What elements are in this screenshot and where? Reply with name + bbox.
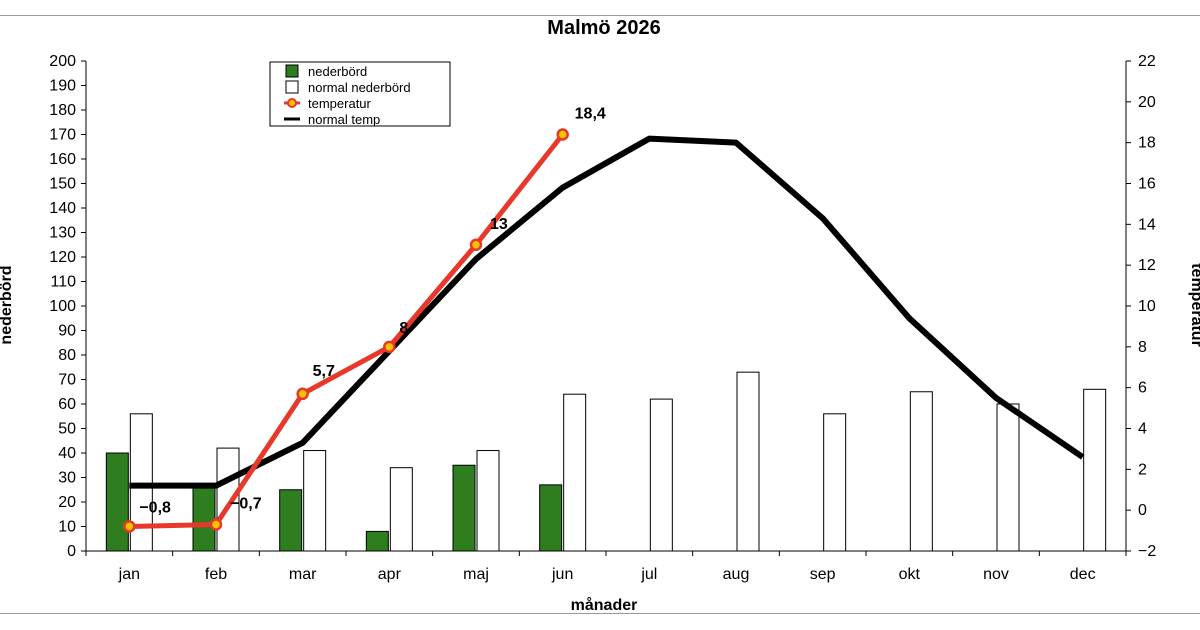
left-tick-label-110: 110	[50, 274, 76, 291]
right-tick-label-18: 18	[1138, 135, 1156, 152]
x-tick-label-nov: nov	[983, 566, 1009, 583]
left-tick-label-180: 180	[49, 102, 76, 119]
left-tick-label-90: 90	[58, 323, 76, 340]
left-tick-label-10: 10	[58, 519, 76, 536]
bar-normal-nederbord-aug	[736, 371, 760, 552]
right-tick-label-0: 0	[1138, 502, 1147, 519]
bar-normal-nederbord-sep	[823, 413, 847, 552]
left-tick-label-160: 160	[49, 151, 76, 168]
left-tick-label-40: 40	[58, 445, 76, 462]
right-tick-label-20: 20	[1138, 94, 1156, 111]
legend-label-0: nederbörd	[308, 64, 367, 79]
point-temperatur-apr	[383, 340, 396, 354]
line-normal-temp	[129, 135, 1085, 489]
left-y-axis-label: nederbörd	[0, 265, 15, 344]
bar-normal-nederbord-nov	[996, 403, 1020, 552]
left-tick-label-20: 20	[58, 494, 76, 511]
data-label-temperatur-apr: 8	[399, 320, 408, 337]
data-labels-layer: −0,8 −0,7 5,7 8 13 18,4	[139, 106, 606, 517]
bar-nederbord-jun	[539, 484, 563, 552]
right-tick-label-22: 22	[1138, 53, 1156, 70]
x-tick-label-jan: jan	[118, 566, 140, 583]
left-tick-label-130: 130	[49, 225, 76, 242]
left-tick-label-60: 60	[58, 396, 76, 413]
x-tick-label-aug: aug	[723, 566, 750, 583]
left-tick-label-30: 30	[58, 470, 76, 487]
x-axis-label: månader	[571, 596, 638, 614]
point-temperatur-jun	[556, 128, 569, 141]
bars-layer	[105, 371, 1107, 552]
left-tick-label-70: 70	[58, 372, 76, 389]
bar-normal-nederbord-apr	[389, 467, 413, 552]
tick-labels-layer: 0102030405060708090100110120130140150160…	[49, 53, 1156, 583]
left-tick-label-50: 50	[58, 421, 76, 438]
left-tick-label-170: 170	[49, 127, 76, 144]
point-temperatur-maj	[469, 238, 483, 251]
right-tick-label-16: 16	[1138, 176, 1156, 193]
right-tick-label--2: −2	[1138, 543, 1156, 560]
right-y-axis-label: temperatur	[1188, 263, 1200, 347]
line-temperatur	[129, 132, 565, 529]
bar-normal-nederbord-okt	[909, 391, 933, 552]
legend-swatch-normal-nederbord	[285, 80, 299, 94]
legend-marker-temperatur	[287, 98, 297, 108]
right-tick-label-4: 4	[1138, 421, 1147, 438]
point-temperatur-mar	[296, 387, 309, 401]
bottom-frame-line	[0, 613, 1200, 614]
lines-layer	[123, 128, 1085, 533]
bar-normal-nederbord-jul	[649, 398, 673, 552]
x-tick-label-jun: jun	[551, 566, 573, 583]
right-tick-label-6: 6	[1138, 380, 1147, 397]
left-tick-label-190: 190	[49, 78, 76, 95]
right-tick-label-10: 10	[1138, 298, 1156, 315]
legend-label-2: temperatur	[308, 96, 372, 111]
right-tick-label-8: 8	[1138, 339, 1147, 356]
x-tick-label-sep: sep	[810, 566, 836, 583]
legend-box	[269, 61, 451, 127]
data-label-temperatur-maj: 13	[490, 216, 508, 233]
bar-nederbord-mar	[279, 489, 303, 552]
legend-swatch-nederbord	[285, 64, 299, 78]
right-tick-label-14: 14	[1138, 216, 1156, 233]
bar-normal-nederbord-mar	[303, 450, 327, 552]
left-tick-label-0: 0	[67, 543, 76, 560]
axes-layer	[81, 60, 1131, 556]
x-tick-label-jul: jul	[640, 566, 657, 583]
point-temperatur-jan	[123, 520, 136, 533]
x-tick-label-maj: maj	[463, 566, 489, 583]
bar-nederbord-feb	[192, 486, 216, 552]
bar-nederbord-maj	[452, 464, 476, 552]
left-tick-label-150: 150	[49, 176, 76, 193]
left-tick-label-200: 200	[49, 53, 76, 70]
x-tick-label-apr: apr	[378, 566, 402, 583]
left-tick-label-140: 140	[49, 200, 76, 217]
x-tick-label-feb: feb	[205, 566, 227, 583]
left-tick-label-80: 80	[58, 347, 76, 364]
left-tick-label-120: 120	[49, 249, 76, 266]
data-label-temperatur-jan: −0,8	[139, 500, 171, 517]
legend-label-1: normal nederbörd	[308, 80, 411, 95]
top-frame-line	[0, 15, 1200, 16]
data-label-temperatur-feb: −0,7	[230, 495, 262, 512]
data-label-temperatur-mar: 5,7	[313, 363, 335, 380]
data-label-temperatur-jun: 18,4	[575, 106, 606, 123]
x-tick-label-dec: dec	[1070, 566, 1096, 583]
chart-title: Malmö 2026	[547, 17, 660, 39]
right-tick-label-2: 2	[1138, 461, 1147, 478]
bar-normal-nederbord-jun	[563, 393, 587, 552]
bar-nederbord-jan	[105, 452, 129, 552]
legend-label-3: normal temp	[308, 112, 380, 127]
point-temperatur-feb	[209, 518, 223, 531]
x-tick-label-mar: mar	[289, 566, 317, 583]
bar-nederbord-apr	[365, 530, 389, 552]
x-tick-label-okt: okt	[899, 566, 921, 583]
bar-normal-nederbord-dec	[1083, 388, 1107, 552]
right-tick-label-12: 12	[1138, 257, 1156, 274]
bar-normal-nederbord-maj	[476, 450, 500, 552]
left-tick-label-100: 100	[49, 298, 76, 315]
